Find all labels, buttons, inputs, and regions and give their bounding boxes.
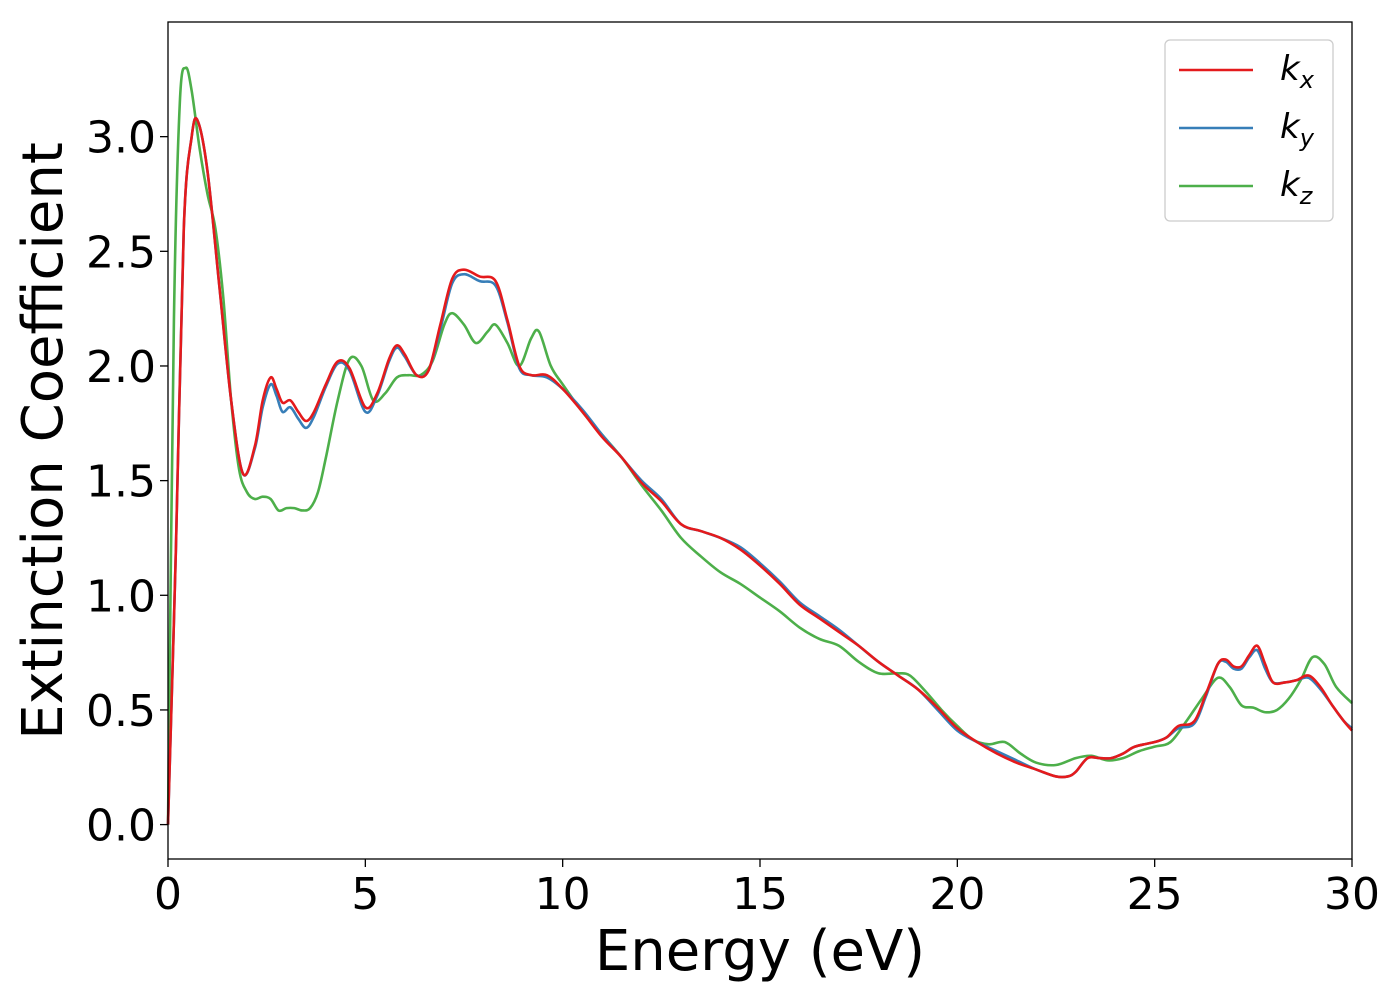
y-tick-label: 0.0 <box>86 801 156 852</box>
x-axis: 0 5 10 15 20 25 30 <box>154 859 1380 920</box>
x-tick-label: 30 <box>1324 869 1380 920</box>
x-tick-label: 0 <box>154 869 182 920</box>
x-tick-label: 5 <box>351 869 379 920</box>
series-layer <box>166 66 1353 825</box>
y-axis: 0.0 0.5 1.0 1.5 2.0 2.5 3.0 <box>86 113 168 852</box>
y-axis-title: Extinction Coefficient <box>11 142 76 740</box>
legend: kx ky kz <box>1164 39 1334 222</box>
y-tick-label: 3.0 <box>86 113 156 164</box>
x-tick-label: 25 <box>1127 869 1183 920</box>
x-tick-label: 20 <box>929 869 985 920</box>
legend-label-kz: kz <box>1280 165 1314 210</box>
x-tick-label: 15 <box>732 869 788 920</box>
y-tick-label: 1.0 <box>86 571 156 622</box>
y-tick-label: 2.5 <box>86 227 156 278</box>
legend-label-ky: ky <box>1280 107 1315 152</box>
y-tick-label: 1.5 <box>86 457 156 508</box>
x-axis-title: Energy (eV) <box>595 919 925 984</box>
y-tick-label: 0.5 <box>86 686 156 737</box>
series-line-kx <box>166 116 1353 825</box>
legend-box <box>1164 39 1334 222</box>
plot-area <box>168 22 1352 859</box>
x-tick-label: 10 <box>535 869 591 920</box>
legend-label-kx: kx <box>1280 49 1315 94</box>
y-tick-label: 2.0 <box>86 342 156 393</box>
